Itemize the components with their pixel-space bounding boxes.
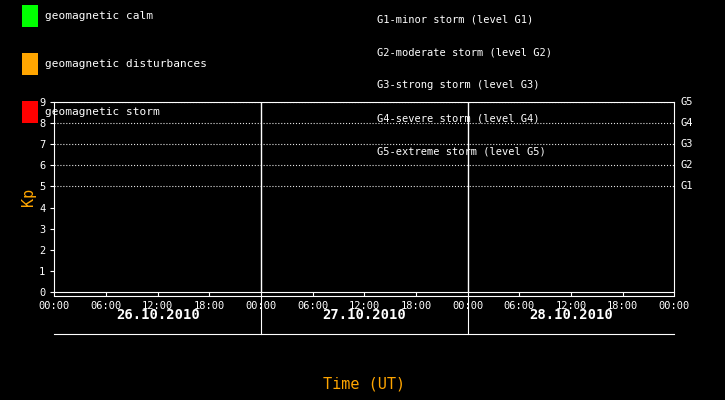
Text: G5: G5 (681, 97, 693, 107)
Text: 26.10.2010: 26.10.2010 (116, 308, 199, 322)
Text: geomagnetic calm: geomagnetic calm (45, 11, 153, 21)
Text: 28.10.2010: 28.10.2010 (529, 308, 613, 322)
Text: G1: G1 (681, 182, 693, 192)
Text: G1-minor storm (level G1): G1-minor storm (level G1) (377, 14, 534, 24)
Text: geomagnetic disturbances: geomagnetic disturbances (45, 59, 207, 69)
Text: G3-strong storm (level G3): G3-strong storm (level G3) (377, 80, 539, 90)
Text: G2: G2 (681, 160, 693, 170)
Text: G2-moderate storm (level G2): G2-moderate storm (level G2) (377, 47, 552, 57)
Text: G5-extreme storm (level G5): G5-extreme storm (level G5) (377, 147, 546, 157)
Text: 27.10.2010: 27.10.2010 (323, 308, 406, 322)
Text: G3: G3 (681, 139, 693, 149)
Text: G4: G4 (681, 118, 693, 128)
Text: Time (UT): Time (UT) (323, 376, 405, 392)
Y-axis label: Kp: Kp (21, 188, 36, 206)
Text: geomagnetic storm: geomagnetic storm (45, 107, 160, 117)
Text: G4-severe storm (level G4): G4-severe storm (level G4) (377, 114, 539, 124)
